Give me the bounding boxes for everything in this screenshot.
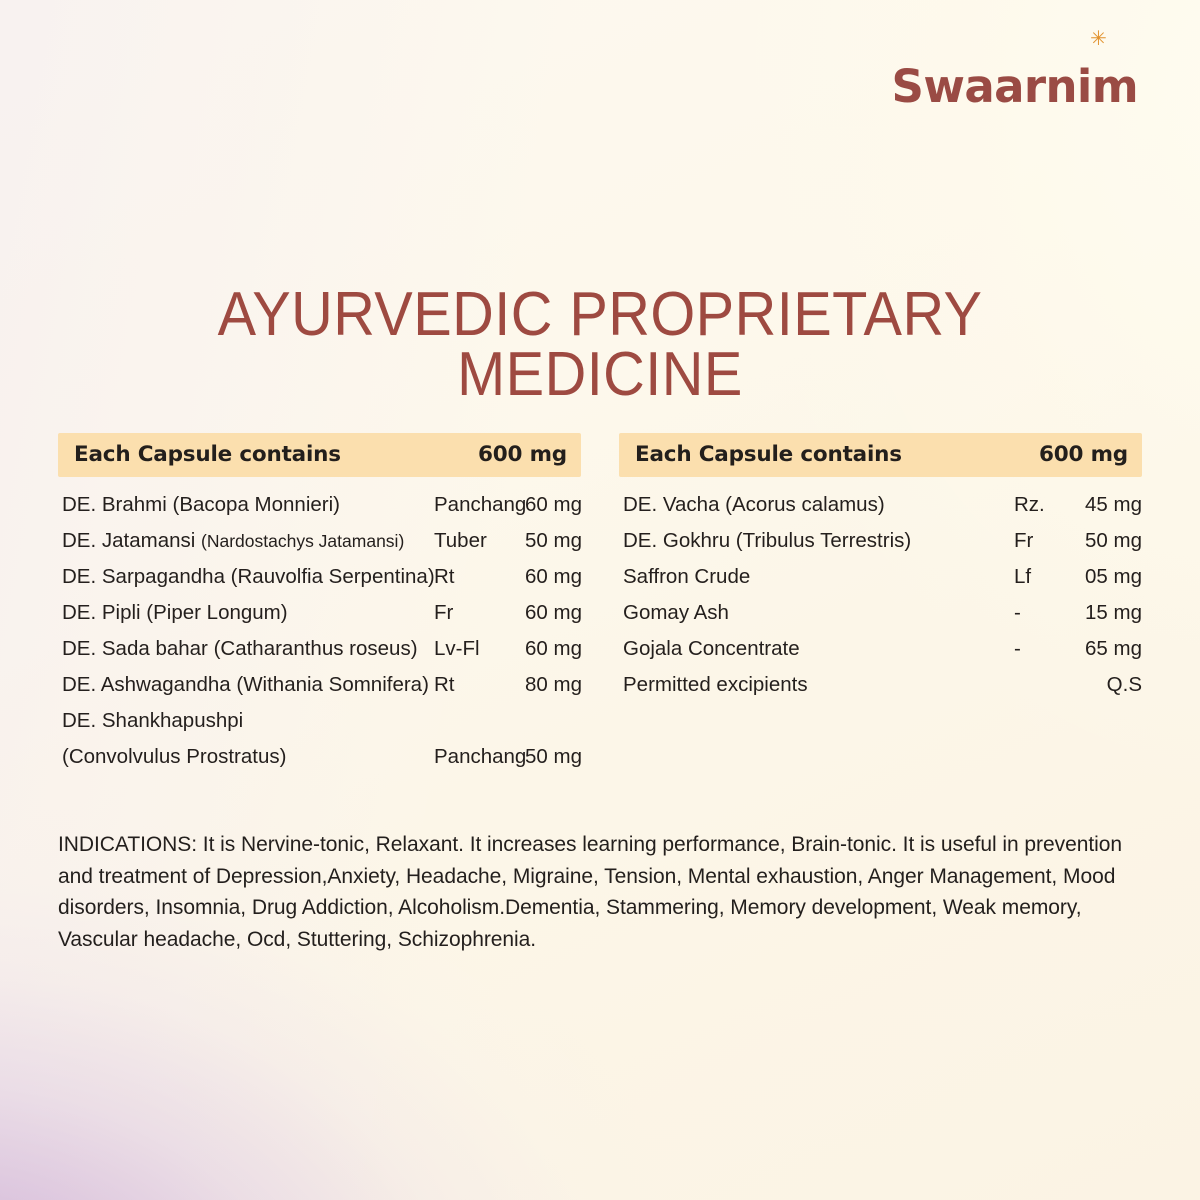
table-body-left: DE. Brahmi (Bacopa Monnieri) Panchang 60… — [58, 487, 582, 775]
ingredient-amount: 60 mg — [525, 601, 582, 624]
page-title-line-2: MEDICINE — [457, 339, 743, 409]
table-body-right: DE. Vacha (Acorus calamus) Rz. 45 mg DE.… — [619, 487, 1142, 703]
ingredient-amount: 05 mg — [1085, 565, 1142, 588]
ingredient-amount: 15 mg — [1085, 601, 1142, 624]
ingredient-name: Saffron Crude — [623, 565, 751, 588]
ingredient-name: DE. Jatamansi (Nardostachys Jatamansi) — [62, 523, 434, 559]
ingredient-name: Gojala Concentrate — [623, 637, 800, 660]
star-icon: ✳ — [1090, 26, 1107, 50]
ingredient-amount: 60 mg — [525, 493, 582, 516]
table-header-amount: 600 mg — [478, 442, 567, 467]
ingredient-amount: 50 mg — [525, 529, 582, 552]
ingredient-name: DE. Shankhapushpi — [62, 709, 244, 732]
table-row: (Convolvulus Prostratus) Panchang 50 mg — [58, 739, 582, 775]
ingredient-amount: Q.S — [1106, 673, 1142, 696]
ingredient-name: DE. Gokhru (Tribulus Terrestris) — [623, 529, 912, 552]
ingredient-amount: 80 mg — [525, 673, 582, 696]
ingredient-amount: 60 mg — [525, 637, 582, 660]
table-row: Saffron Crude Lf 05 mg — [619, 559, 1142, 595]
table-row: Gojala Concentrate - 65 mg — [619, 631, 1142, 667]
ingredient-amount: 50 mg — [525, 745, 582, 768]
ingredient-part: Panchang — [434, 493, 527, 516]
table-row: DE. Pipli (Piper Longum) Fr 60 mg — [58, 595, 582, 631]
table-row: DE. Brahmi (Bacopa Monnieri) Panchang 60… — [58, 487, 582, 523]
ingredient-part: Rt — [434, 565, 455, 588]
table-header-right: Each Capsule contains 600 mg — [619, 433, 1142, 477]
ingredient-part: Lf — [1014, 565, 1032, 588]
indications-paragraph: INDICATIONS: It is Nervine-tonic, Relaxa… — [58, 833, 1122, 951]
ingredient-part: - — [1014, 601, 1021, 624]
ingredient-name: DE. Vacha (Acorus calamus) — [623, 493, 885, 516]
brand-logo: Swaarnim ✳ — [891, 28, 1139, 113]
ingredients-tables: Each Capsule contains 600 mg DE. Brahmi … — [58, 433, 1142, 775]
table-header-amount: 600 mg — [1039, 442, 1128, 467]
ingredient-amount: 60 mg — [525, 565, 582, 588]
ingredient-name: DE. Ashwagandha (Withania Somnifera) — [62, 673, 429, 696]
page-title-line-1: AYURVEDIC PROPRIETARY — [217, 279, 983, 349]
ingredient-name: DE. Pipli (Piper Longum) — [62, 601, 288, 624]
table-row: DE. Jatamansi (Nardostachys Jatamansi) T… — [58, 523, 582, 559]
table-row: DE. Shankhapushpi — [58, 703, 581, 739]
ingredients-table-right: Each Capsule contains 600 mg DE. Vacha (… — [619, 433, 1142, 775]
ingredient-name-scientific: (Nardostachys Jatamansi) — [201, 531, 405, 551]
table-row: DE. Ashwagandha (Withania Somnifera) Rt … — [58, 667, 582, 703]
ingredient-part: Fr — [1014, 529, 1034, 552]
ingredient-amount: 65 mg — [1085, 637, 1142, 660]
ingredient-amount: 50 mg — [1085, 529, 1142, 552]
ingredient-name: Permitted excipients — [623, 673, 808, 696]
ingredient-name: DE. Sada bahar (Catharanthus roseus) — [62, 637, 418, 660]
table-row: Gomay Ash - 15 mg — [619, 595, 1142, 631]
table-row: DE. Vacha (Acorus calamus) Rz. 45 mg — [619, 487, 1142, 523]
ingredient-part: Panchang — [434, 745, 527, 768]
table-row: DE. Sada bahar (Catharanthus roseus) Lv-… — [58, 631, 582, 667]
ingredient-part: Rz. — [1014, 493, 1045, 516]
ingredient-name-main: DE. Jatamansi — [62, 529, 201, 552]
table-header-left: Each Capsule contains 600 mg — [58, 433, 581, 477]
ingredient-part: Fr — [434, 601, 454, 624]
brand-wordmark: Swaarnim — [891, 60, 1139, 113]
ingredient-part: Tuber — [434, 529, 487, 552]
page-title: AYURVEDIC PROPRIETARY MEDICINE — [42, 279, 1158, 409]
ingredient-part: Rt — [434, 673, 455, 696]
ingredient-part: - — [1014, 637, 1021, 660]
ingredient-name: Gomay Ash — [623, 601, 729, 624]
ingredient-part: Lv-Fl — [434, 637, 480, 660]
ingredients-table-left: Each Capsule contains 600 mg DE. Brahmi … — [58, 433, 582, 775]
table-row: DE. Gokhru (Tribulus Terrestris) Fr 50 m… — [619, 523, 1142, 559]
table-header-label: Each Capsule contains — [635, 442, 902, 467]
table-row: DE. Sarpagandha (Rauvolfia Serpentina) R… — [58, 559, 582, 595]
table-header-label: Each Capsule contains — [74, 442, 341, 467]
ingredient-name: DE. Sarpagandha (Rauvolfia Serpentina) — [62, 565, 434, 588]
ingredient-amount: 45 mg — [1085, 493, 1142, 516]
ingredient-name: (Convolvulus Prostratus) — [62, 745, 287, 768]
ingredient-name: DE. Brahmi (Bacopa Monnieri) — [62, 493, 340, 516]
table-row: Permitted excipients Q.S — [619, 667, 1142, 703]
